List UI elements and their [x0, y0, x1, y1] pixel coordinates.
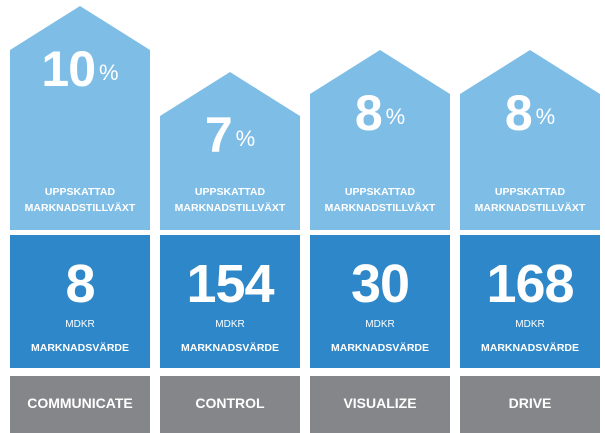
- column-visualize: 8% UPPSKATTAD MARKNADSTILLVÄXT 30 MDKR MARKNA…: [310, 0, 450, 433]
- column-communicate: 10% UPPSKATTAD MARKNADSTILLVÄXT 8 MDKR MARKNA…: [10, 0, 150, 433]
- growth-bar-shape: [460, 50, 600, 230]
- growth-bar-shape: [10, 6, 150, 230]
- growth-label-line1: UPPSKATTAD: [44, 186, 116, 198]
- growth-label: UPPSKATTAD MARKNADSTILLVÄXT: [10, 184, 150, 216]
- category-box: COMMUNICATE: [10, 376, 150, 433]
- market-value: 8: [65, 254, 95, 314]
- growth-label-line1: UPPSKATTAD: [344, 186, 416, 198]
- growth-number: 10: [41, 41, 96, 97]
- percent-sign: %: [99, 60, 119, 85]
- percent-sign: %: [385, 104, 406, 129]
- market-value: 30: [350, 254, 410, 314]
- growth-label-line1: UPPSKATTAD: [194, 186, 266, 198]
- value-unit: MDKR: [65, 319, 95, 330]
- growth-bar-shape: [310, 50, 450, 230]
- growth-label-line2: MARKNADSTILLVÄXT: [324, 202, 436, 214]
- growth-label-line1: UPPSKATTAD: [494, 186, 566, 198]
- category-box: VISUALIZE: [310, 376, 450, 433]
- value-box: 154 MDKR MARKNADSVÄRDE: [160, 235, 300, 368]
- value-label: MARKNADSVÄRDE: [330, 342, 429, 354]
- growth-bar-fill: [310, 50, 450, 230]
- growth-bar: [310, 50, 450, 230]
- growth-bar-fill: [460, 50, 600, 230]
- value-unit: MDKR: [515, 319, 545, 330]
- growth-value: 8%: [460, 84, 600, 142]
- growth-value: 10%: [10, 40, 150, 98]
- value-unit: MDKR: [365, 319, 395, 330]
- value-box: 8 MDKR MARKNADSVÄRDE: [10, 235, 150, 368]
- growth-label-line2: MARKNADSTILLVÄXT: [174, 202, 286, 214]
- growth-label-line2: MARKNADSTILLVÄXT: [24, 202, 136, 214]
- column-drive: 8% UPPSKATTAD MARKNADSTILLVÄXT 168 MDKR MARKN…: [460, 0, 600, 433]
- growth-bar: [160, 72, 300, 230]
- category-box: CONTROL: [160, 376, 300, 433]
- value-box: 168 MDKR MARKNADSVÄRDE: [460, 235, 600, 368]
- category-box: DRIVE: [460, 376, 600, 433]
- growth-number: 8: [504, 85, 533, 141]
- growth-number: 8: [354, 85, 383, 141]
- growth-bar: [10, 6, 150, 230]
- category-name: VISUALIZE: [343, 395, 417, 411]
- growth-bar: [460, 50, 600, 230]
- category-name: CONTROL: [195, 395, 265, 411]
- value-label: MARKNADSVÄRDE: [480, 342, 579, 354]
- value-unit: MDKR: [215, 319, 245, 330]
- column-control: 7% UPPSKATTAD MARKNADSTILLVÄXT 154 MDKR MARKN…: [160, 0, 300, 433]
- growth-number: 7: [204, 107, 233, 163]
- growth-bar-fill: [160, 72, 300, 230]
- value-label: MARKNADSVÄRDE: [180, 342, 279, 354]
- growth-bar-fill: [10, 6, 150, 230]
- growth-label: UPPSKATTAD MARKNADSTILLVÄXT: [460, 184, 600, 216]
- value-label: MARKNADSVÄRDE: [30, 342, 129, 354]
- growth-value: 7%: [160, 106, 300, 164]
- category-name: COMMUNICATE: [27, 395, 133, 411]
- market-value: 154: [186, 254, 274, 314]
- value-box: 30 MDKR MARKNADSVÄRDE: [310, 235, 450, 368]
- growth-label: UPPSKATTAD MARKNADSTILLVÄXT: [310, 184, 450, 216]
- growth-bar-shape: [160, 72, 300, 230]
- growth-label-line2: MARKNADSTILLVÄXT: [474, 202, 586, 214]
- growth-label: UPPSKATTAD MARKNADSTILLVÄXT: [160, 184, 300, 216]
- category-name: DRIVE: [508, 395, 552, 411]
- percent-sign: %: [235, 126, 256, 151]
- market-value: 168: [486, 254, 574, 314]
- percent-sign: %: [535, 104, 556, 129]
- growth-value: 8%: [310, 84, 450, 142]
